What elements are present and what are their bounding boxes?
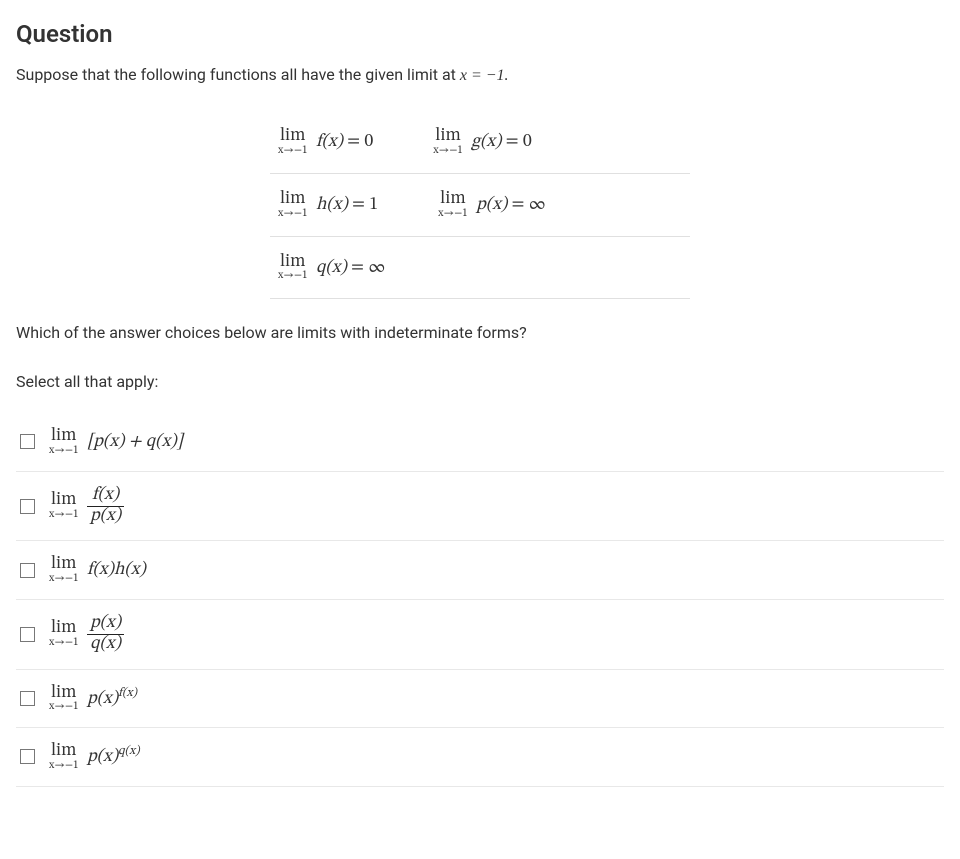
prompt-text: Suppose that the following functions all… (16, 65, 460, 84)
limit-cell: limx→−1 h(x) = 1 (278, 190, 378, 220)
limit-cell: limx→−1 f(x) = 0 (278, 127, 373, 157)
select-all-label: Select all that apply: (16, 372, 944, 391)
choice-row: limx→−1 f(x)h(x) (16, 541, 944, 600)
answer-choices: limx→−1 [p(x) + q(x)] limx→−1 f(x)p(x) l… (16, 413, 944, 787)
choice-checkbox[interactable] (20, 434, 35, 449)
choice-expression: limx→−1 f(x)p(x) (49, 486, 124, 527)
choice-checkbox[interactable] (20, 563, 35, 578)
choice-checkbox[interactable] (20, 691, 35, 706)
limit-row: limx→−1 q(x) = ∞ (270, 237, 690, 300)
limit-cell: limx→−1 q(x) = ∞ (278, 253, 385, 283)
choice-row: limx→−1 [p(x) + q(x)] (16, 413, 944, 472)
choice-row: limx→−1 f(x)p(x) (16, 472, 944, 542)
prompt-math: x = −1. (460, 67, 509, 84)
limit-row: limx→−1 h(x) = 1 limx→−1 p(x) = ∞ (270, 174, 690, 237)
limit-cell: limx→−1 g(x) = 0 (433, 127, 531, 157)
choice-checkbox[interactable] (20, 749, 35, 764)
choice-row: limx→−1 p(x)f(x) (16, 670, 944, 729)
limit-row: limx→−1 f(x) = 0 limx→−1 g(x) = 0 (270, 111, 690, 174)
choice-row: limx→−1 p(x)q(x) (16, 728, 944, 787)
choice-row: limx→−1 p(x)q(x) (16, 600, 944, 670)
choice-expression: limx→−1 p(x)f(x) (49, 684, 137, 714)
choice-expression: limx→−1 f(x)h(x) (49, 555, 146, 585)
limit-cell: limx→−1 p(x) = ∞ (438, 190, 546, 220)
given-limits-block: limx→−1 f(x) = 0 limx→−1 g(x) = 0 limx→−… (270, 111, 690, 299)
question-prompt: Suppose that the following functions all… (16, 64, 944, 87)
question-heading: Question (16, 20, 944, 48)
choice-expression: limx→−1 [p(x) + q(x)] (49, 427, 183, 457)
choice-expression: limx→−1 p(x)q(x) (49, 614, 124, 655)
choice-expression: limx→−1 p(x)q(x) (49, 742, 140, 772)
instruction-text: Which of the answer choices below are li… (16, 323, 944, 342)
choice-checkbox[interactable] (20, 627, 35, 642)
choice-checkbox[interactable] (20, 499, 35, 514)
